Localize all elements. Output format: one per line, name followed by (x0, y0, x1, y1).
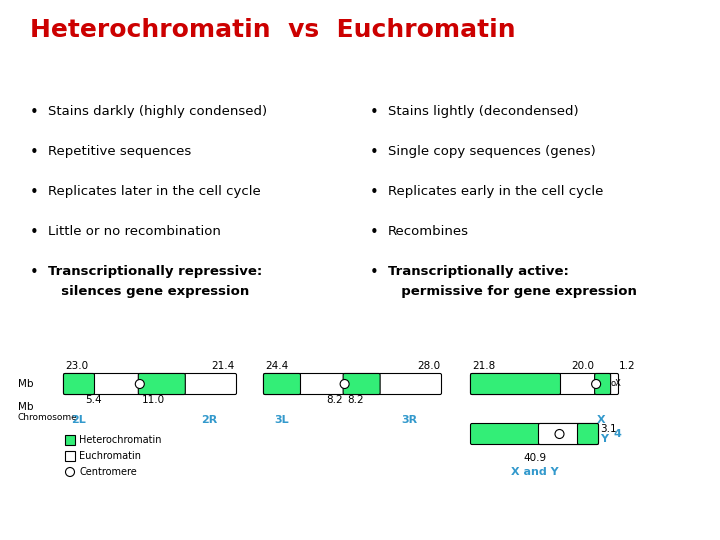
FancyBboxPatch shape (138, 374, 185, 395)
FancyBboxPatch shape (264, 374, 300, 395)
Circle shape (592, 380, 600, 388)
Text: Heterochromatin: Heterochromatin (79, 435, 161, 445)
Text: 8.2: 8.2 (326, 395, 343, 405)
Text: Replicates later in the cell cycle: Replicates later in the cell cycle (48, 185, 261, 198)
FancyBboxPatch shape (343, 374, 380, 395)
Text: silences gene expression: silences gene expression (52, 285, 249, 298)
Text: Chromosome: Chromosome (18, 413, 78, 422)
Text: •: • (370, 225, 379, 240)
Text: 3.1: 3.1 (600, 424, 616, 434)
Text: Transcriptionally repressive:: Transcriptionally repressive: (48, 265, 262, 278)
Text: 3L: 3L (275, 415, 289, 425)
FancyBboxPatch shape (539, 423, 580, 444)
Text: oX: oX (610, 380, 621, 388)
Text: •: • (30, 185, 39, 200)
FancyBboxPatch shape (63, 374, 94, 395)
Text: 8.2: 8.2 (348, 395, 364, 405)
FancyBboxPatch shape (577, 423, 598, 444)
Text: Recombines: Recombines (388, 225, 469, 238)
Text: Transcriptionally active:: Transcriptionally active: (388, 265, 569, 278)
Text: 23.0: 23.0 (65, 361, 88, 371)
Text: 21.8: 21.8 (472, 361, 495, 371)
Text: permissive for gene expression: permissive for gene expression (392, 285, 637, 298)
Text: 1.2: 1.2 (619, 361, 636, 371)
Text: 40.9: 40.9 (523, 453, 546, 463)
FancyBboxPatch shape (65, 435, 75, 445)
Circle shape (340, 380, 349, 388)
Text: 2R: 2R (202, 415, 217, 425)
Text: •: • (370, 145, 379, 160)
Text: 4: 4 (613, 429, 621, 439)
FancyBboxPatch shape (65, 451, 75, 461)
FancyBboxPatch shape (264, 374, 441, 395)
Text: 21.4: 21.4 (212, 361, 235, 371)
Text: 24.4: 24.4 (265, 361, 288, 371)
Text: •: • (30, 225, 39, 240)
Text: X: X (597, 415, 606, 425)
Text: Y: Y (600, 434, 608, 444)
Text: 28.0: 28.0 (417, 361, 440, 371)
Text: 2L: 2L (71, 415, 86, 425)
Text: Stains darkly (highly condensed): Stains darkly (highly condensed) (48, 105, 267, 118)
FancyBboxPatch shape (595, 374, 611, 395)
Text: Stains lightly (decondensed): Stains lightly (decondensed) (388, 105, 579, 118)
FancyBboxPatch shape (470, 423, 598, 444)
Text: •: • (370, 105, 379, 120)
Text: Heterochromatin  vs  Euchromatin: Heterochromatin vs Euchromatin (30, 18, 516, 42)
Text: Repetitive sequences: Repetitive sequences (48, 145, 192, 158)
FancyBboxPatch shape (470, 374, 618, 395)
Text: •: • (30, 145, 39, 160)
Text: Euchromatin: Euchromatin (79, 451, 141, 461)
Text: •: • (370, 185, 379, 200)
Text: •: • (30, 265, 39, 280)
Text: Single copy sequences (genes): Single copy sequences (genes) (388, 145, 595, 158)
Text: 5.4: 5.4 (85, 395, 102, 405)
Text: 20.0: 20.0 (571, 361, 594, 371)
Text: Replicates early in the cell cycle: Replicates early in the cell cycle (388, 185, 603, 198)
Text: 11.0: 11.0 (142, 395, 165, 405)
Text: •: • (30, 105, 39, 120)
Text: X and Y: X and Y (510, 467, 558, 477)
Text: Little or no recombination: Little or no recombination (48, 225, 221, 238)
Text: •: • (370, 265, 379, 280)
Text: Mb: Mb (18, 379, 34, 389)
Circle shape (555, 429, 564, 438)
Text: Mb: Mb (18, 402, 34, 412)
Circle shape (66, 468, 74, 476)
FancyBboxPatch shape (63, 374, 236, 395)
Text: Centromere: Centromere (79, 467, 137, 477)
Text: 3R: 3R (401, 415, 418, 425)
FancyBboxPatch shape (470, 374, 560, 395)
Circle shape (135, 380, 144, 388)
